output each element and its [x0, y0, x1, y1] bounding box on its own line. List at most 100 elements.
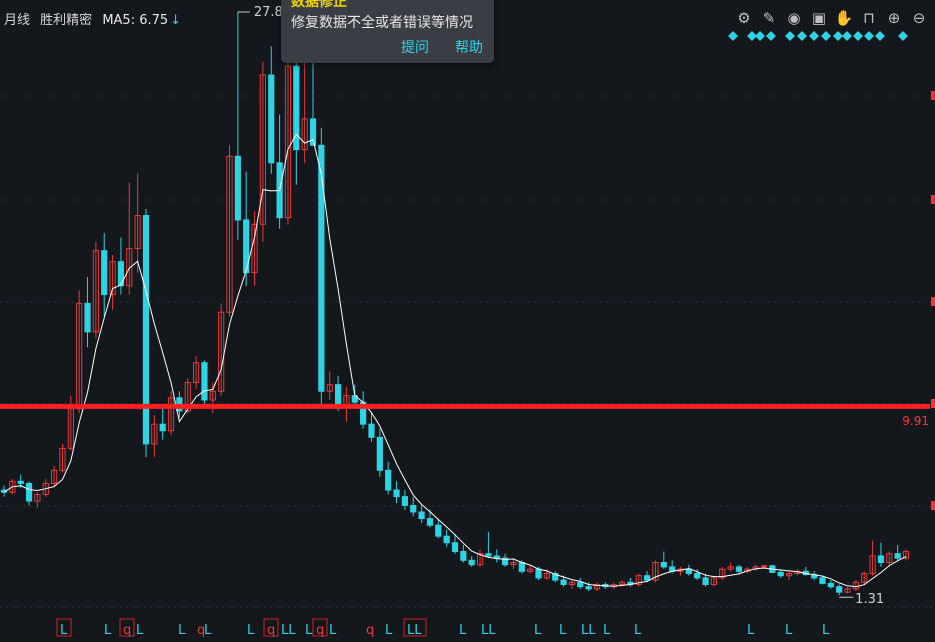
indicator-diamond: [728, 31, 738, 41]
candle-body: [560, 579, 567, 585]
candle-body: [51, 469, 58, 484]
candle-body: [17, 480, 24, 484]
hand-icon[interactable]: ✋: [834, 9, 854, 27]
candle-body: [886, 553, 893, 564]
candle-body: [418, 511, 425, 520]
tooltip-title: 数据修正: [291, 0, 347, 10]
signal-marker: L: [785, 623, 793, 638]
signal-box: [119, 618, 135, 637]
zoom-in-icon[interactable]: ⊕: [887, 9, 901, 27]
chart-toolbar: ⚙ ✎ ◉ ▣ ✋ ⊓ ⊕ ⊖: [733, 8, 930, 28]
indicator-diamond: [842, 31, 852, 41]
candle-body: [819, 577, 826, 584]
candle-body: [201, 362, 208, 401]
candle-body: [101, 250, 108, 296]
candle-body: [618, 581, 626, 585]
axis-tick-fragment: [931, 195, 935, 204]
candle-body: [635, 575, 642, 585]
candle-body: [485, 553, 492, 557]
candle-body: [326, 384, 333, 392]
period-label[interactable]: 月线: [4, 13, 31, 28]
candle-body: [902, 551, 910, 559]
candle-body: [694, 572, 701, 579]
axis-tick-fragment: [931, 399, 935, 408]
candle-body: [159, 423, 166, 432]
candle-body: [410, 504, 417, 513]
candle-body: [844, 588, 851, 593]
help-link[interactable]: 帮助: [455, 40, 483, 56]
candle-body: [218, 311, 225, 392]
candle-body: [284, 65, 292, 219]
brush-icon[interactable]: ✎: [762, 9, 776, 27]
candle-body: [652, 562, 659, 581]
candle-body: [460, 551, 467, 561]
data-fix-tooltip: 数据修正 修复数据不全或者错误等情况 提问 帮助: [281, 0, 494, 63]
candle-body: [643, 575, 651, 581]
ask-link[interactable]: 提问: [401, 40, 429, 56]
candle-body: [25, 482, 33, 502]
signal-marker: L: [385, 623, 393, 638]
candle-body: [785, 572, 793, 577]
candle-body: [426, 518, 434, 526]
candle-body: [577, 581, 584, 588]
indicator-diamond: [785, 31, 795, 41]
candle-body: [502, 557, 509, 566]
candle-body: [385, 469, 392, 491]
signal-marker: L: [60, 623, 68, 638]
candle-body: [836, 586, 843, 593]
candle-body: [234, 155, 241, 221]
indicator-diamond: [821, 31, 831, 41]
signal-marker: q: [197, 623, 205, 638]
signal-marker: L: [329, 623, 337, 638]
gear-icon[interactable]: ⚙: [737, 9, 751, 27]
candle-body: [552, 572, 559, 581]
candle-body: [727, 566, 734, 570]
candle-body: [376, 436, 383, 471]
signal-marker: q: [366, 623, 374, 638]
ma5-down-arrow-icon: ↓: [170, 13, 182, 28]
candle-body: [443, 535, 450, 544]
stock-name: 胜利精密: [40, 13, 93, 28]
candle-body: [518, 562, 525, 572]
candle-body: [151, 423, 158, 445]
indicator-diamond: [833, 31, 843, 41]
indicator-diamond: [747, 31, 757, 41]
indicator-diamond: [755, 31, 765, 41]
indicator-diamond: [898, 31, 908, 41]
eye-icon[interactable]: ◉: [787, 9, 801, 27]
candle-body: [142, 215, 150, 445]
candle-body: [735, 566, 743, 572]
indicator-diamond: [766, 31, 776, 41]
signal-marker: L: [559, 623, 567, 638]
candle-body: [535, 568, 542, 579]
zoom-out-icon[interactable]: ⊖: [912, 9, 926, 27]
axis-tick-fragment: [931, 297, 935, 306]
candle-body: [134, 215, 141, 249]
indicator-diamond: [797, 31, 807, 41]
candle-body: [869, 555, 876, 574]
candle-body: [510, 562, 517, 566]
signal-marker: L: [178, 623, 186, 638]
candle-body: [334, 384, 342, 405]
signal-marker: LL: [281, 623, 296, 638]
candle-body: [0, 489, 8, 493]
candle-body: [393, 489, 400, 498]
signal-marker: LL: [407, 623, 422, 638]
lock-icon[interactable]: ⊓: [863, 9, 875, 27]
candle-body: [84, 302, 91, 333]
candle-body: [827, 582, 834, 588]
axis-tick-fragment: [931, 91, 935, 100]
price-line-label: 9.91: [902, 414, 929, 428]
signal-marker: q: [267, 623, 275, 638]
candle-body: [192, 362, 200, 383]
basket-icon[interactable]: ▣: [811, 9, 827, 27]
signal-box: [56, 618, 72, 637]
axis-tick-fragment: [931, 501, 935, 510]
signal-marker: L: [459, 623, 467, 638]
candle-body: [543, 572, 550, 579]
chart-header: 月线 胜利精密 MA5: 6.75 ↓: [4, 9, 187, 28]
indicator-diamond: [864, 31, 874, 41]
candle-body: [585, 586, 592, 590]
candle-body: [117, 261, 125, 287]
